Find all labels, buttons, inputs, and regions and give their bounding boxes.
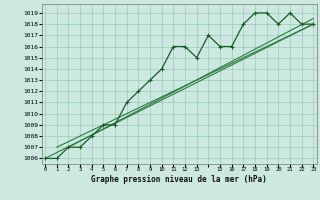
X-axis label: Graphe pression niveau de la mer (hPa): Graphe pression niveau de la mer (hPa): [91, 175, 267, 184]
